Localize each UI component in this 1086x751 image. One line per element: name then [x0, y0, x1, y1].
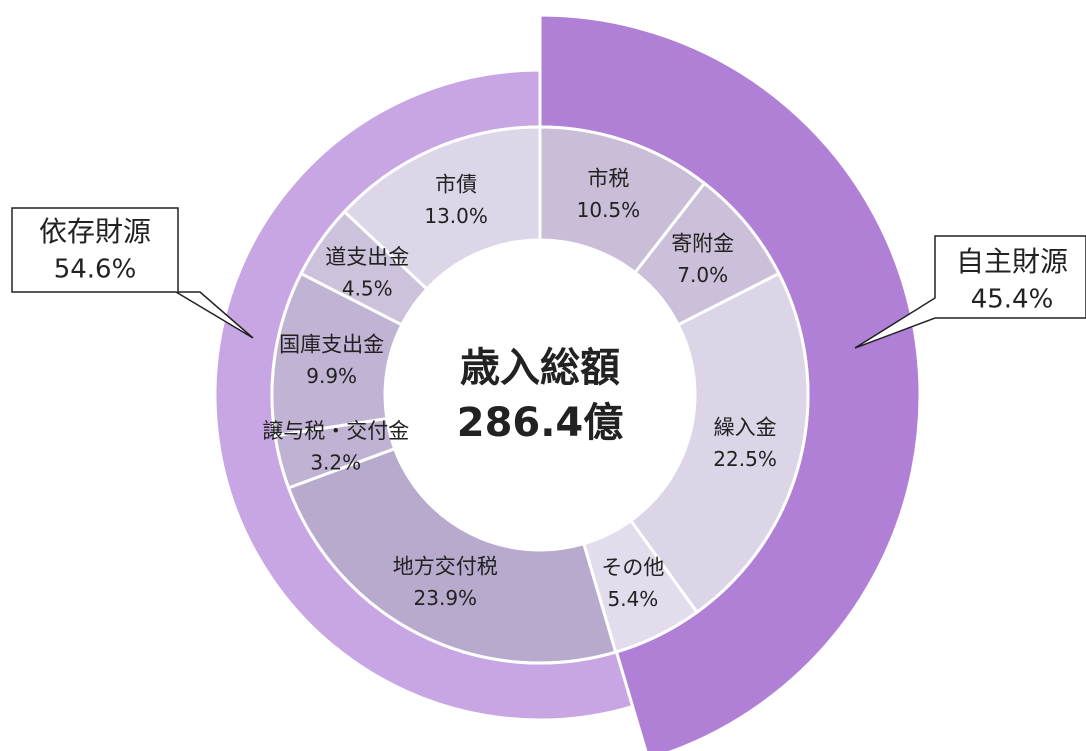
segment-value: 23.9%	[414, 586, 478, 610]
inner-segment	[628, 271, 810, 615]
callout-box	[11, 207, 254, 339]
segment-name: 市税	[587, 166, 629, 190]
segment-name: 国庫支出金	[279, 333, 384, 357]
callout-value: 45.4%	[971, 285, 1054, 315]
callout-name: 依存財源	[39, 215, 151, 248]
segment-value: 5.4%	[608, 587, 659, 611]
center-title: 歳入総額	[460, 345, 620, 391]
segment-name: 繰入金	[714, 416, 777, 440]
center-value: 286.4億	[457, 400, 624, 446]
segment-name: その他	[601, 555, 664, 579]
segment-value: 7.0%	[677, 263, 728, 287]
rings	[213, 13, 922, 751]
segment-name: 寄附金	[671, 232, 734, 256]
inner-segment	[286, 446, 618, 665]
callout-box	[854, 235, 1086, 349]
segment-name: 譲与税・交付金	[262, 419, 409, 443]
inner-segment	[342, 125, 542, 292]
segment-value: 10.5%	[577, 198, 641, 222]
segment-value: 3.2%	[310, 450, 361, 474]
callout-name: 自主財源	[956, 245, 1068, 278]
segment-value: 22.5%	[713, 447, 777, 471]
segment-name: 地方交付税	[393, 555, 498, 579]
segment-name: 市債	[435, 172, 477, 196]
callout-value: 54.6%	[54, 255, 137, 285]
segment-value: 13.0%	[424, 204, 488, 228]
segment-value: 9.9%	[306, 364, 357, 388]
segment-name: 道支出金	[325, 245, 409, 269]
segment-value: 4.5%	[342, 276, 393, 300]
